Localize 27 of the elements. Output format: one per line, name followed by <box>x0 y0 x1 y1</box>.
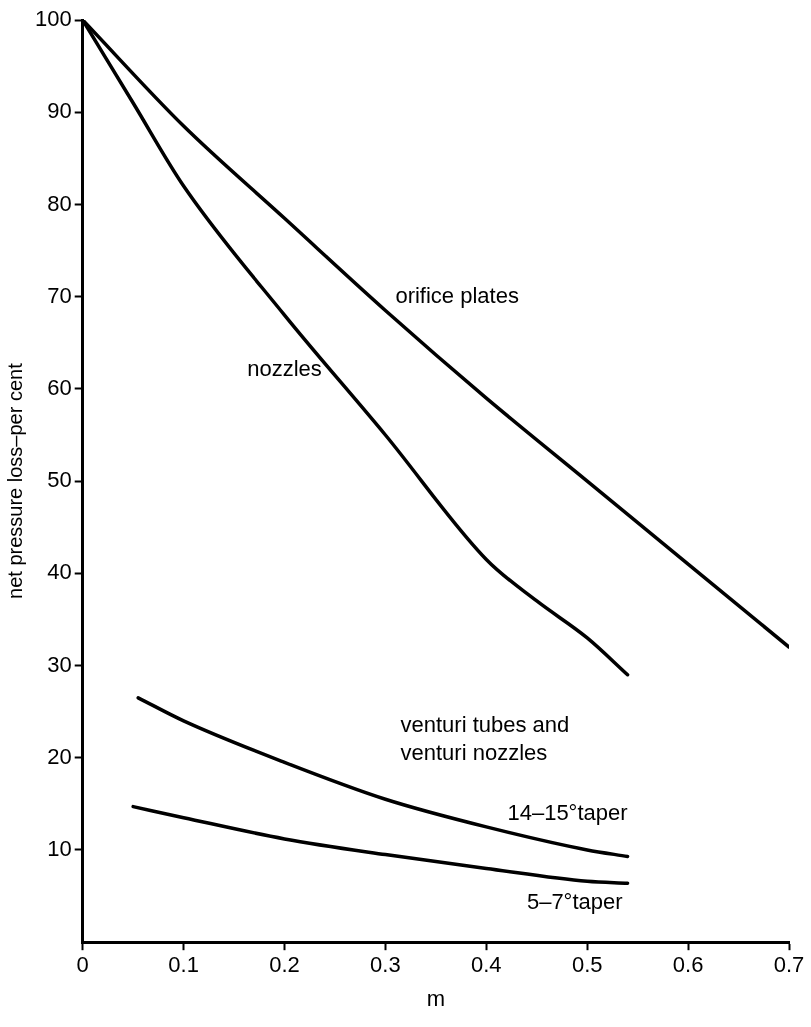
y-tick-label: 60 <box>47 374 72 400</box>
y-tick-label: 20 <box>47 743 72 769</box>
x-tick-label: 0.7 <box>773 952 805 978</box>
series-label: 14–15°taper <box>507 800 628 826</box>
x-tick-label: 0.4 <box>471 952 502 978</box>
x-tick-label: 0.5 <box>571 952 603 978</box>
y-tick-label: 50 <box>47 467 72 493</box>
series-label: orifice plates <box>395 282 519 308</box>
series-label: 5–7°taper <box>526 889 623 915</box>
x-axis-title: m <box>426 985 446 1011</box>
y-tick-label: 100 <box>34 6 72 32</box>
x-tick-label: 0.1 <box>168 952 199 978</box>
line-series <box>131 804 630 885</box>
annotation: venturi tubes and venturi nozzles <box>400 711 570 765</box>
x-tick-label: 0.3 <box>370 952 401 978</box>
x-tick-label: 0 <box>76 952 89 978</box>
y-tick-label: 30 <box>47 651 72 677</box>
y-tick-label: 90 <box>47 98 72 124</box>
y-tick-label: 70 <box>47 282 72 308</box>
y-tick-label: 40 <box>47 559 72 585</box>
y-axis-title: net pressure loss–per cent <box>3 362 26 599</box>
line-series <box>136 696 630 859</box>
series-label: nozzles <box>247 356 322 382</box>
x-tick-label: 0.6 <box>672 952 704 978</box>
y-tick-label: 10 <box>47 836 72 862</box>
x-tick-label: 0.2 <box>269 952 300 978</box>
y-tick-label: 80 <box>47 190 72 216</box>
